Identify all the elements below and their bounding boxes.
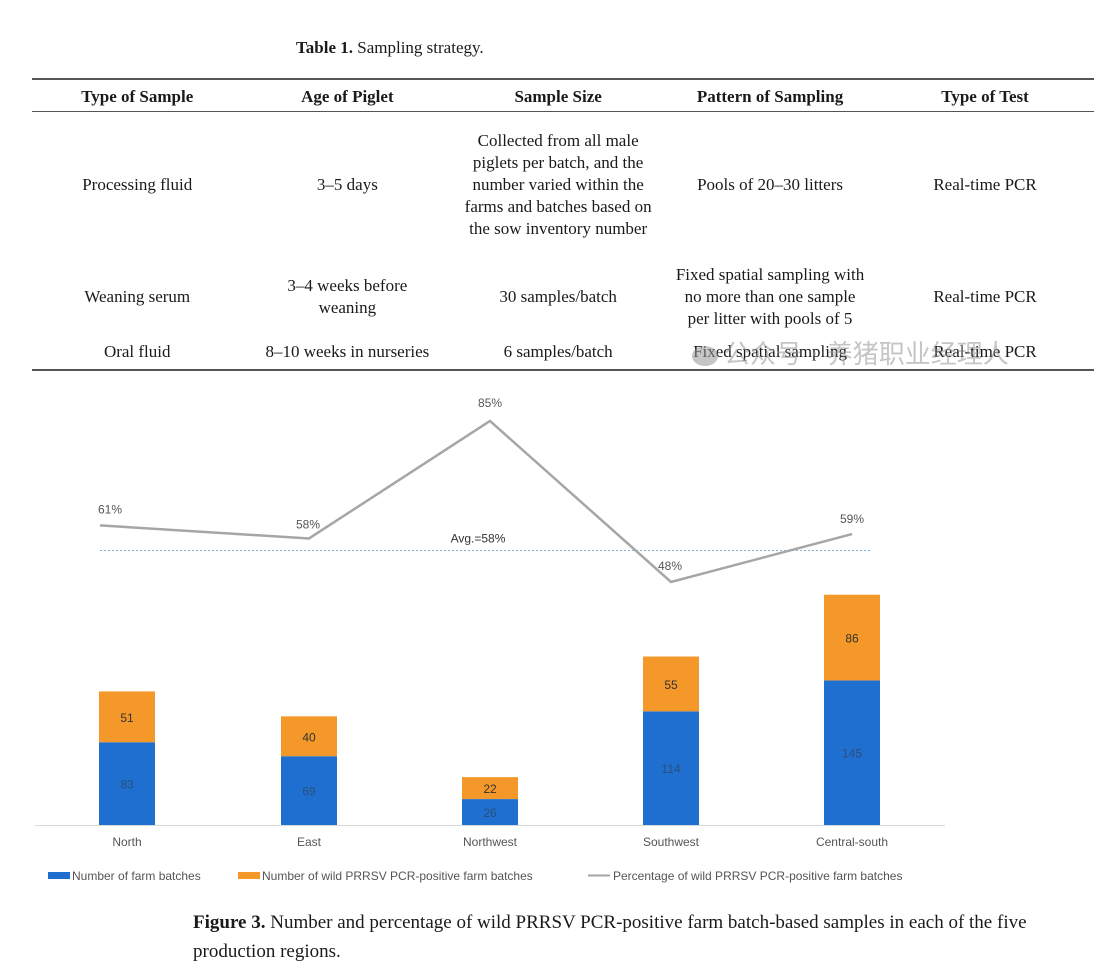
legend-positive-batches: Number of wild PRRSV PCR-positive farm b… [262, 869, 533, 883]
table-cell: Oral fluid [32, 335, 243, 371]
data-label-farm-batches: 145 [842, 747, 862, 761]
bar-farm-batches [462, 799, 518, 825]
percentage-label: 85% [478, 396, 502, 410]
bar-positive-batches [99, 691, 155, 743]
table-row: Oral fluid 8–10 weeks in nurseries 6 sam… [32, 335, 1094, 371]
stacked-bar-line-chart: 83 51 North 69 40 East 26 22 Northwest 114 55 South… [35, 396, 945, 883]
table-row: Processing fluid 3–5 days Collected from… [32, 112, 1094, 258]
wechat-icon [692, 345, 718, 366]
header-type-of-sample: Type of Sample [32, 78, 243, 112]
bar-positive-batches [462, 777, 518, 800]
average-label: Avg.=58% [451, 531, 506, 545]
data-label-positive-batches: 55 [664, 678, 678, 692]
x-tick-label: Northwest [463, 835, 518, 849]
table-cell: Weaning serum [84, 286, 191, 306]
table-cell-text: 3–4 weeks before weaning [287, 275, 408, 317]
legend-farm-batches: Number of farm batches [72, 869, 201, 883]
header-age-of-piglet: Age of Piglet [242, 78, 453, 112]
legend-swatch-positive-batches [238, 872, 260, 879]
percentage-label: 48% [658, 559, 682, 573]
bar-positive-batches [643, 656, 699, 712]
x-tick-label: North [112, 835, 141, 849]
table-cell: Processing fluid [82, 174, 193, 194]
table-cell: 3–5 days [316, 174, 378, 194]
table-cell: 30 samples/batch [499, 286, 617, 306]
bar-farm-batches [643, 711, 699, 825]
table-caption-label: Table 1. [296, 38, 354, 57]
legend-percentage: Percentage of wild PRRSV PCR-positive fa… [613, 869, 902, 883]
legend-swatch-farm-batches [48, 872, 70, 879]
figure-caption-text: Number and percentage of wild PRRSV PCR-… [193, 912, 1027, 962]
table-cell: 8–10 weeks in nurseries [242, 335, 453, 371]
data-label-farm-batches: 26 [483, 806, 497, 820]
table-cell: Collected from all male piglets per batc… [452, 112, 664, 258]
header-type-of-test: Type of Test [876, 78, 1094, 112]
table-cell: Real-time PCR [933, 174, 1037, 194]
table-cell-text: Collected from all male piglets per batc… [464, 130, 652, 238]
figure-caption-label: Figure 3. [193, 912, 266, 933]
sampling-table: Type of Sample Age of Piglet Sample Size… [32, 78, 1094, 371]
watermark: 公众号 · 养猪职业经理人 [692, 334, 1009, 371]
table-cell: Pools of 20–30 litters [697, 174, 843, 194]
table-cell: Real-time PCR [933, 286, 1037, 306]
bar-farm-batches [824, 680, 880, 825]
bar-positive-batches [281, 716, 337, 757]
percentage-label: 58% [296, 517, 320, 531]
header-pattern-of-sampling: Pattern of Sampling [663, 78, 877, 112]
table-caption: Table 1. Sampling strategy. [296, 38, 484, 58]
data-label-positive-batches: 22 [483, 782, 497, 796]
table-cell: 3–4 weeks before weaning [242, 258, 452, 336]
x-tick-label: Southwest [643, 835, 700, 849]
data-label-positive-batches: 51 [120, 711, 134, 725]
watermark-text: 公众号 · 养猪职业经理人 [724, 340, 1009, 370]
data-label-positive-batches: 40 [302, 730, 316, 744]
table-header-row: Type of Sample Age of Piglet Sample Size… [32, 78, 1094, 112]
header-sample-size: Sample Size [452, 78, 664, 112]
table-cell: Real-time PCR [876, 335, 1094, 371]
bar-farm-batches [99, 742, 155, 825]
figure-caption: Figure 3. Number and percentage of wild … [193, 908, 1083, 966]
table-row: Weaning serum 3–4 weeks before weaning 3… [32, 258, 1094, 336]
table-caption-text: Sampling strategy. [353, 38, 484, 57]
x-tick-label: Central-south [816, 835, 888, 849]
percentage-label: 59% [840, 512, 864, 526]
data-label-farm-batches: 83 [120, 778, 134, 792]
data-label-farm-batches: 69 [302, 785, 316, 799]
percentage-line [99, 419, 853, 584]
figure-3: 83 51 North 69 40 East 26 22 Northwest 114 55 South… [30, 395, 950, 895]
data-label-positive-batches: 86 [845, 632, 859, 646]
bar-farm-batches [281, 756, 337, 825]
percentage-label: 61% [98, 502, 122, 516]
table-cell: 6 samples/batch [452, 335, 664, 371]
x-tick-label: East [297, 835, 322, 849]
table-cell: Fixed spatial sampling with no more than… [664, 258, 876, 336]
table-cell-text: Fixed spatial sampling with no more than… [675, 264, 865, 328]
bar-positive-batches [824, 594, 880, 681]
data-label-farm-batches: 114 [661, 762, 680, 776]
